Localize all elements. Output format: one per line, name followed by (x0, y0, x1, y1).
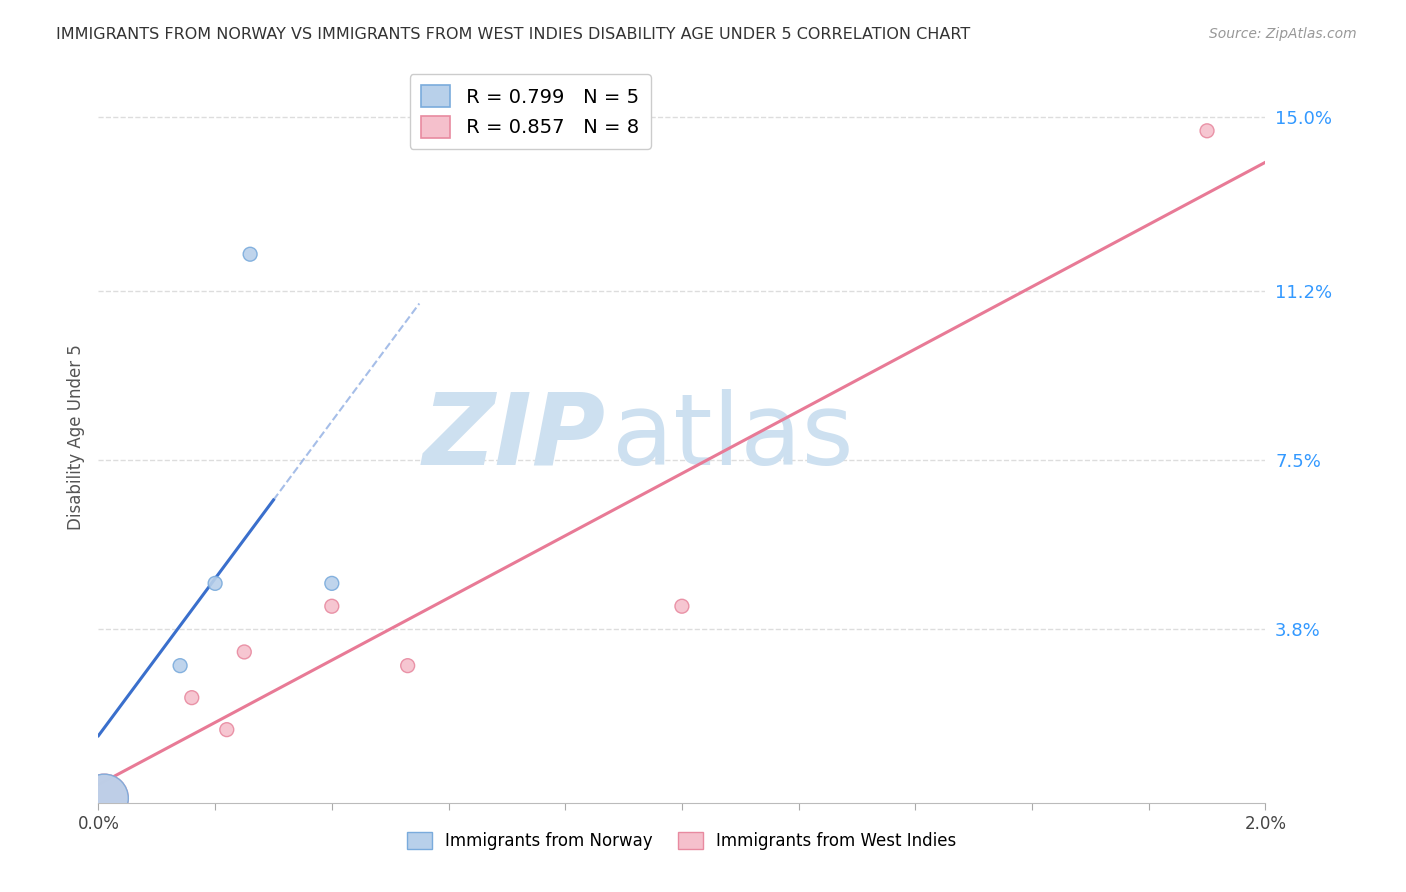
Text: Source: ZipAtlas.com: Source: ZipAtlas.com (1209, 27, 1357, 41)
Point (169, 658, 191, 673)
Point (93, 791, 115, 805)
Point (1197, 124, 1219, 138)
Point (321, 576, 343, 591)
Point (321, 599, 343, 614)
Y-axis label: Disability Age Under 5: Disability Age Under 5 (66, 344, 84, 530)
Point (93, 791, 115, 805)
Point (239, 247, 262, 261)
Point (233, 645, 256, 659)
Point (215, 723, 238, 737)
Point (396, 658, 419, 673)
Point (671, 599, 693, 614)
Text: ZIP: ZIP (423, 389, 606, 485)
Point (204, 576, 226, 591)
Text: IMMIGRANTS FROM NORWAY VS IMMIGRANTS FROM WEST INDIES DISABILITY AGE UNDER 5 COR: IMMIGRANTS FROM NORWAY VS IMMIGRANTS FRO… (56, 27, 970, 42)
Text: atlas: atlas (612, 389, 853, 485)
Point (180, 690, 202, 705)
Legend: Immigrants from Norway, Immigrants from West Indies: Immigrants from Norway, Immigrants from … (401, 825, 963, 856)
